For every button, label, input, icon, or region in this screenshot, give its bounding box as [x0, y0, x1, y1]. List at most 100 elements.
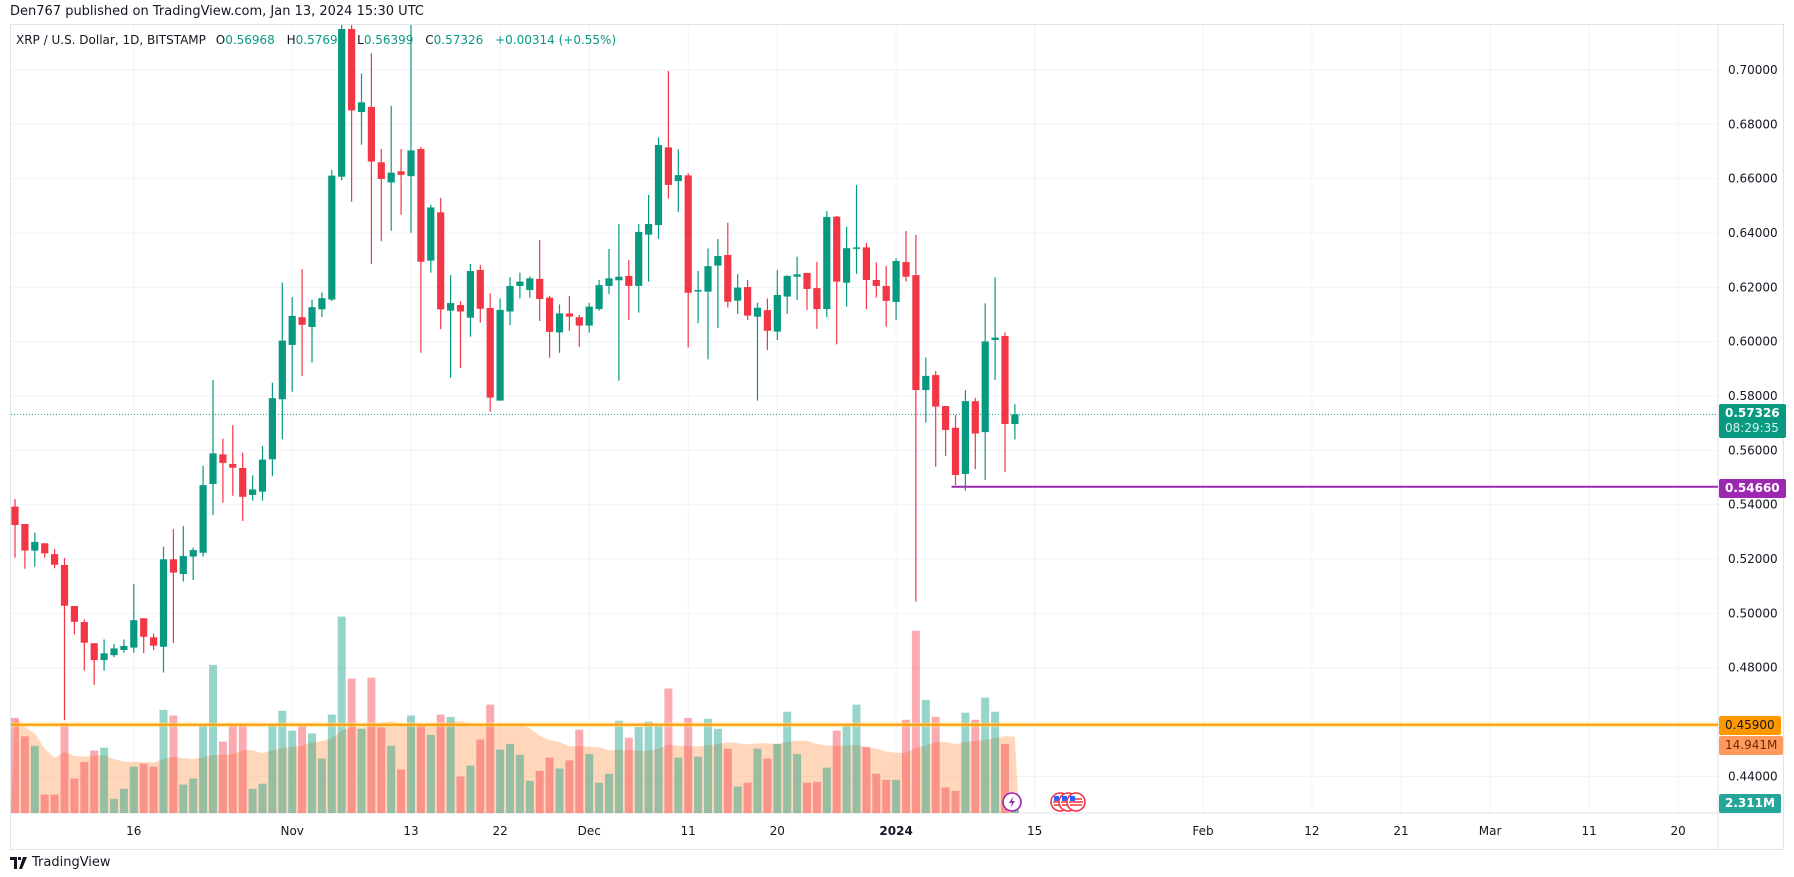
candle-body: [813, 288, 821, 310]
volume-bar: [209, 664, 217, 813]
tradingview-logo[interactable]: TradingView: [10, 855, 111, 870]
volume-bar: [228, 724, 237, 813]
volume-bar: [337, 616, 346, 813]
candle: [427, 204, 435, 273]
volume-bars: [11, 616, 1019, 813]
open-value: 0.56968: [225, 33, 275, 47]
candle-body: [11, 506, 19, 526]
candle: [823, 210, 831, 318]
candle-body: [971, 401, 979, 434]
horizontal-lines[interactable]: [11, 413, 1718, 728]
candle-body: [31, 541, 39, 551]
candle-body: [60, 564, 69, 606]
candle: [902, 231, 910, 282]
volume-bar: [456, 776, 465, 813]
volume-bar: [793, 753, 802, 813]
candle: [734, 274, 742, 314]
candle: [971, 397, 979, 470]
candle-body: [852, 247, 861, 249]
volume-bar: [892, 779, 901, 813]
candle: [793, 256, 801, 301]
candle-body: [823, 216, 831, 310]
candle: [90, 643, 98, 685]
candle: [41, 543, 49, 558]
price-tick-label: 0.60000: [1728, 335, 1778, 349]
candle-body: [595, 285, 603, 310]
candle-body: [357, 102, 366, 113]
candle: [803, 272, 811, 310]
candle-body: [150, 637, 158, 646]
candle: [605, 249, 613, 295]
candle: [456, 301, 465, 369]
candle-body: [615, 276, 623, 281]
candle: [744, 279, 752, 320]
candle-body: [744, 287, 752, 316]
candle-body: [437, 212, 445, 310]
price-axis[interactable]: 0.70000 0.68000 0.66000 0.64000 0.62000 0.600…: [1728, 63, 1778, 783]
volume-bar: [248, 788, 257, 813]
open-label: O: [215, 33, 226, 47]
lightning-event-icon[interactable]: [1002, 792, 1022, 812]
candle-body: [130, 620, 138, 648]
candle-body: [763, 310, 771, 331]
volume-bar: [971, 719, 980, 813]
candle-body: [882, 285, 890, 301]
candle-body: [506, 285, 514, 312]
candle-body: [100, 653, 108, 661]
candle: [645, 194, 653, 282]
tradingview-logo-icon: [10, 856, 27, 869]
candle-body: [229, 463, 237, 468]
candle-body: [70, 606, 78, 622]
high-value: 0.57699: [295, 33, 346, 47]
candle-body: [387, 172, 395, 183]
date-tick-label: Feb: [1192, 824, 1213, 838]
candle-body: [1011, 414, 1019, 425]
candle: [140, 618, 148, 654]
volume-bar: [704, 718, 712, 813]
bar-countdown: 08:29:35: [1725, 421, 1779, 435]
candle-body: [318, 298, 326, 310]
candle: [724, 222, 732, 308]
volume-ma-area: [11, 717, 1019, 813]
volume-bar: [624, 737, 633, 813]
candle: [496, 298, 504, 401]
candle-body: [843, 248, 851, 283]
volume-bar: [30, 745, 39, 813]
candle: [169, 529, 177, 643]
candle: [268, 382, 276, 477]
candle: [199, 465, 207, 557]
candle: [318, 292, 326, 317]
candle: [377, 149, 385, 242]
candle: [476, 265, 484, 323]
candle-body: [486, 307, 494, 398]
us-flag-event-icon[interactable]: [1050, 792, 1086, 812]
candle-body: [41, 543, 49, 554]
volume-bar: [446, 716, 455, 813]
volume-bar: [416, 724, 425, 813]
time-axis[interactable]: 16 Nov 13 22 Dec 11 20 2024 15 Feb 12 21 Mar 11 20: [126, 824, 1686, 838]
symbol-title[interactable]: XRP / U.S. Dollar, 1D, BITSTAMP: [16, 33, 206, 47]
candle: [249, 475, 257, 501]
volume-bar: [506, 743, 514, 813]
volume-bar: [733, 786, 742, 813]
candle: [387, 105, 395, 231]
candle: [932, 371, 940, 467]
volume-bar: [397, 769, 406, 813]
candle: [753, 302, 762, 401]
candle-body: [833, 216, 841, 282]
candle: [942, 406, 950, 457]
volume-bar: [753, 748, 762, 813]
candle: [417, 146, 425, 353]
candle: [833, 215, 841, 345]
volume-bar: [367, 677, 376, 813]
candle-body: [80, 622, 88, 643]
candle-body: [1001, 335, 1009, 424]
candle-body: [684, 175, 692, 293]
volume-bar: [70, 778, 79, 813]
candle-body: [902, 262, 910, 277]
price-tick-label: 0.66000: [1728, 172, 1778, 186]
candle-body: [288, 315, 296, 345]
volume-bar: [486, 704, 495, 813]
candle-body: [714, 256, 722, 266]
